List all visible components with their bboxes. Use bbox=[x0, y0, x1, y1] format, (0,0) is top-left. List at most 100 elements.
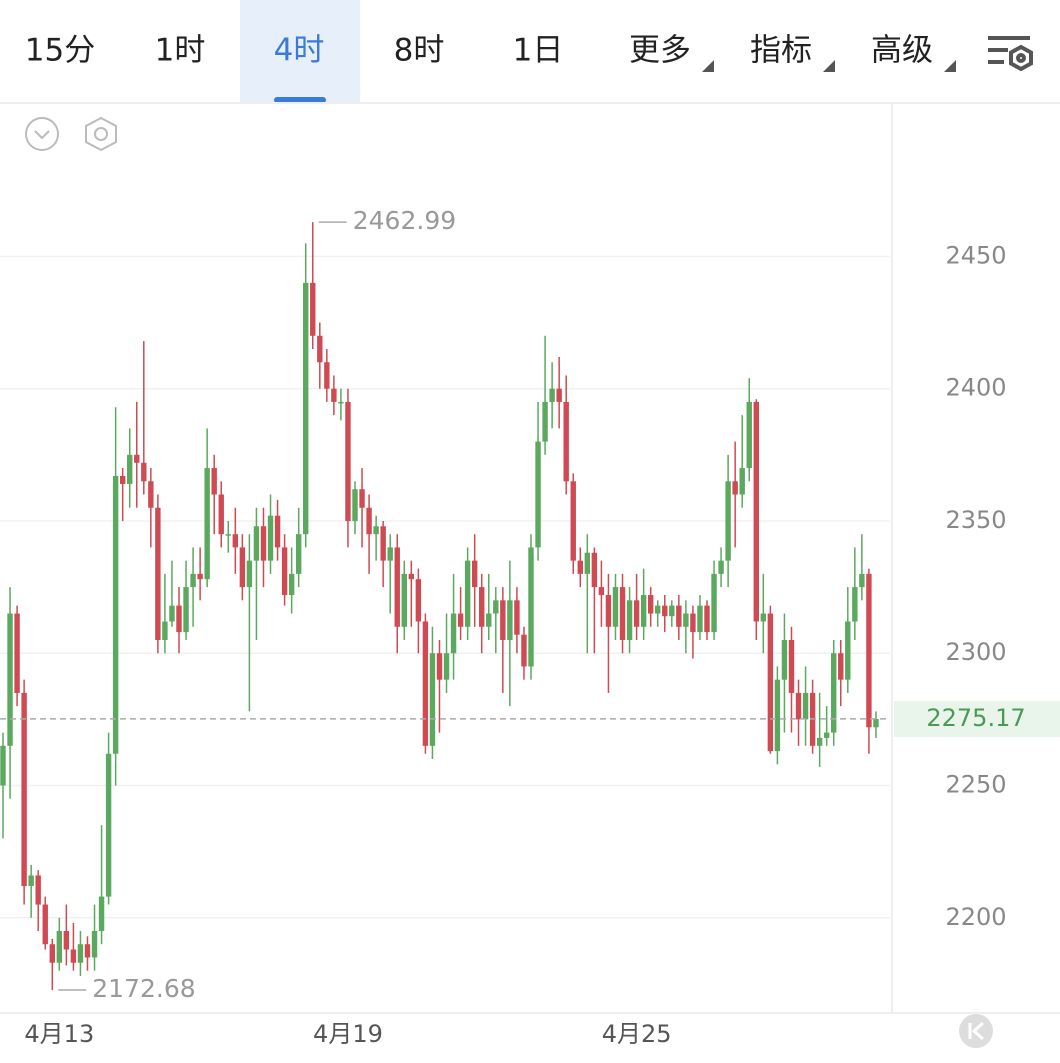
candle-body bbox=[669, 605, 675, 617]
candle-body bbox=[577, 560, 583, 574]
candle-body bbox=[831, 653, 837, 733]
candle-body bbox=[204, 468, 210, 580]
candle-body bbox=[169, 605, 175, 622]
candle-body bbox=[760, 613, 767, 622]
candle-body bbox=[788, 640, 795, 693]
candle-body bbox=[704, 605, 710, 633]
tab[interactable]: 指标 bbox=[750, 33, 812, 69]
candle-body bbox=[676, 605, 682, 627]
candle-body bbox=[823, 732, 830, 738]
tab[interactable]: 1日 bbox=[513, 33, 564, 69]
candle-body bbox=[162, 621, 168, 641]
collapse-chevron bbox=[34, 130, 50, 140]
candle-body bbox=[408, 573, 415, 580]
y-tick-label: 2250 bbox=[945, 771, 1006, 799]
candle-body bbox=[852, 587, 858, 622]
tab[interactable]: 高级 bbox=[871, 33, 933, 69]
candle-body bbox=[324, 362, 330, 389]
tab[interactable]: 4时 bbox=[274, 33, 325, 69]
y-tick-label: 2200 bbox=[945, 903, 1006, 931]
y-tick-label: 2450 bbox=[945, 241, 1006, 269]
tab[interactable]: 15分 bbox=[25, 33, 95, 69]
candle-body bbox=[232, 534, 239, 548]
tab[interactable]: 1时 bbox=[155, 33, 206, 69]
dropdown-arrow bbox=[823, 60, 835, 72]
collapse-icon[interactable] bbox=[25, 117, 59, 151]
candle-body bbox=[42, 904, 48, 945]
candle-body bbox=[260, 526, 267, 561]
candle-body bbox=[155, 507, 161, 641]
x-tick-label: 4月19 bbox=[313, 1020, 383, 1048]
candle-body bbox=[98, 896, 105, 931]
candle-body bbox=[725, 481, 731, 561]
candle-body bbox=[331, 388, 337, 402]
candle-body bbox=[7, 613, 13, 746]
candle-body bbox=[866, 573, 872, 728]
candle-body bbox=[500, 600, 506, 641]
candle-body bbox=[176, 605, 182, 633]
candle-body bbox=[373, 526, 379, 535]
candle-body bbox=[21, 692, 27, 887]
candle-body bbox=[697, 605, 703, 633]
settings-icon[interactable] bbox=[988, 36, 1033, 72]
candle-body bbox=[274, 515, 281, 548]
candle-body bbox=[63, 930, 70, 950]
candle-body bbox=[556, 388, 562, 402]
candle-body bbox=[239, 547, 246, 588]
candle-body bbox=[84, 944, 91, 958]
plot: 2200 2250 2300 2350 2400 2450 4月13 4月19 4月25 2462… bbox=[0, 206, 1060, 1048]
candle-body bbox=[767, 613, 774, 752]
candle-body bbox=[739, 468, 745, 495]
candle-body bbox=[507, 600, 513, 641]
tab-bar: 15分 1时 4时 8时 1日 更多 指标 高级 bbox=[25, 33, 1033, 72]
candle-body bbox=[845, 621, 851, 680]
candle-body bbox=[436, 653, 443, 680]
settings-hexagon[interactable] bbox=[85, 116, 117, 152]
candle-body bbox=[746, 401, 752, 469]
scroll-icon bbox=[968, 1021, 984, 1041]
candle-body bbox=[303, 282, 309, 535]
candle-body bbox=[521, 634, 527, 667]
candle-body bbox=[718, 560, 724, 574]
candle-body bbox=[56, 930, 63, 963]
candle-body bbox=[218, 494, 224, 535]
candle-body bbox=[281, 547, 288, 596]
candle-body bbox=[535, 441, 541, 548]
y-tick-label: 2300 bbox=[945, 638, 1006, 666]
candle-body bbox=[816, 737, 823, 746]
dropdown-arrow bbox=[944, 60, 956, 72]
candle-body bbox=[295, 534, 302, 574]
candle-body bbox=[35, 875, 41, 905]
candle-body bbox=[619, 587, 626, 641]
candle-body bbox=[14, 613, 20, 693]
candle-body bbox=[711, 573, 717, 633]
candle-body bbox=[105, 753, 112, 897]
min-label: 2172.68 bbox=[92, 974, 195, 1003]
active-tab-bg bbox=[240, 0, 360, 103]
active-tab-indicator bbox=[274, 97, 326, 103]
y-tick-label: 2350 bbox=[945, 506, 1006, 534]
tab[interactable]: 8时 bbox=[394, 33, 445, 69]
candle-body bbox=[802, 692, 809, 720]
candle-body bbox=[112, 475, 119, 754]
candle-body bbox=[873, 718, 879, 728]
candle-body bbox=[591, 552, 598, 588]
candle-body bbox=[345, 401, 351, 521]
tab[interactable]: 更多 bbox=[629, 33, 691, 69]
candle-body bbox=[183, 587, 189, 633]
candle-body bbox=[493, 600, 499, 614]
candle-body bbox=[77, 944, 84, 963]
candle-body bbox=[28, 875, 34, 887]
max-label: 2462.99 bbox=[353, 206, 456, 235]
candle-body bbox=[781, 640, 788, 680]
candle-body bbox=[464, 560, 471, 627]
candle-body bbox=[225, 534, 231, 536]
candle-body bbox=[253, 526, 260, 561]
candle-body bbox=[197, 573, 203, 580]
candle-body bbox=[134, 454, 140, 463]
candle-body bbox=[612, 587, 619, 627]
candle-body bbox=[450, 613, 457, 654]
candle-body bbox=[486, 613, 492, 627]
candle-body bbox=[605, 595, 612, 627]
